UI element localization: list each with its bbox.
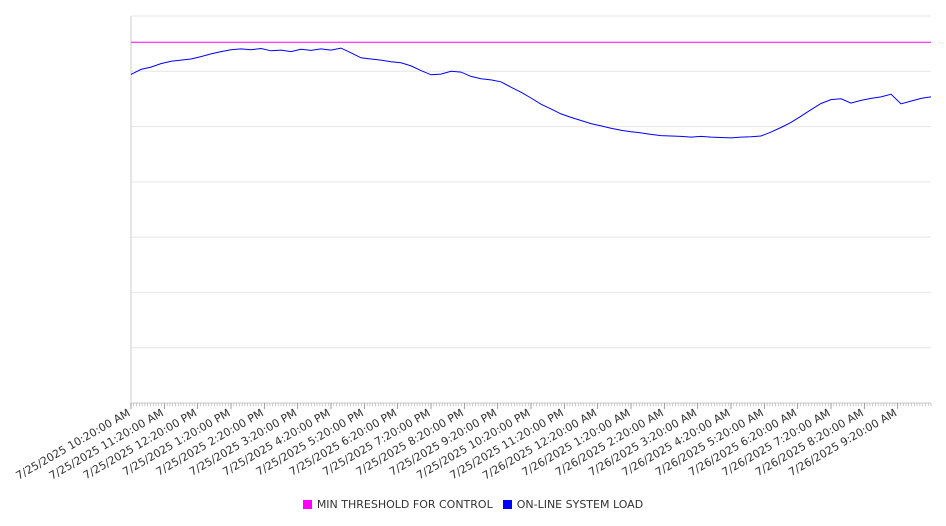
series-lines: [130, 41, 932, 139]
legend-label: MIN THRESHOLD FOR CONTROL: [316, 498, 493, 511]
series-line-system-load: [130, 47, 932, 139]
legend-label: ON-LINE SYSTEM LOAD: [516, 498, 644, 511]
legend-item[interactable]: ON-LINE SYSTEM LOAD: [502, 498, 644, 511]
grid-lines: [131, 15, 931, 349]
legend-swatch: [302, 500, 312, 509]
legend: MIN THRESHOLD FOR CONTROL ON-LINE SYSTEM …: [0, 498, 946, 511]
legend-item[interactable]: MIN THRESHOLD FOR CONTROL: [302, 498, 493, 511]
axes: [130, 16, 932, 409]
x-tick-labels: 7/25/2025 10:20:00 AM7/25/2025 11:20:00 …: [14, 406, 900, 482]
legend-swatch: [502, 500, 512, 509]
